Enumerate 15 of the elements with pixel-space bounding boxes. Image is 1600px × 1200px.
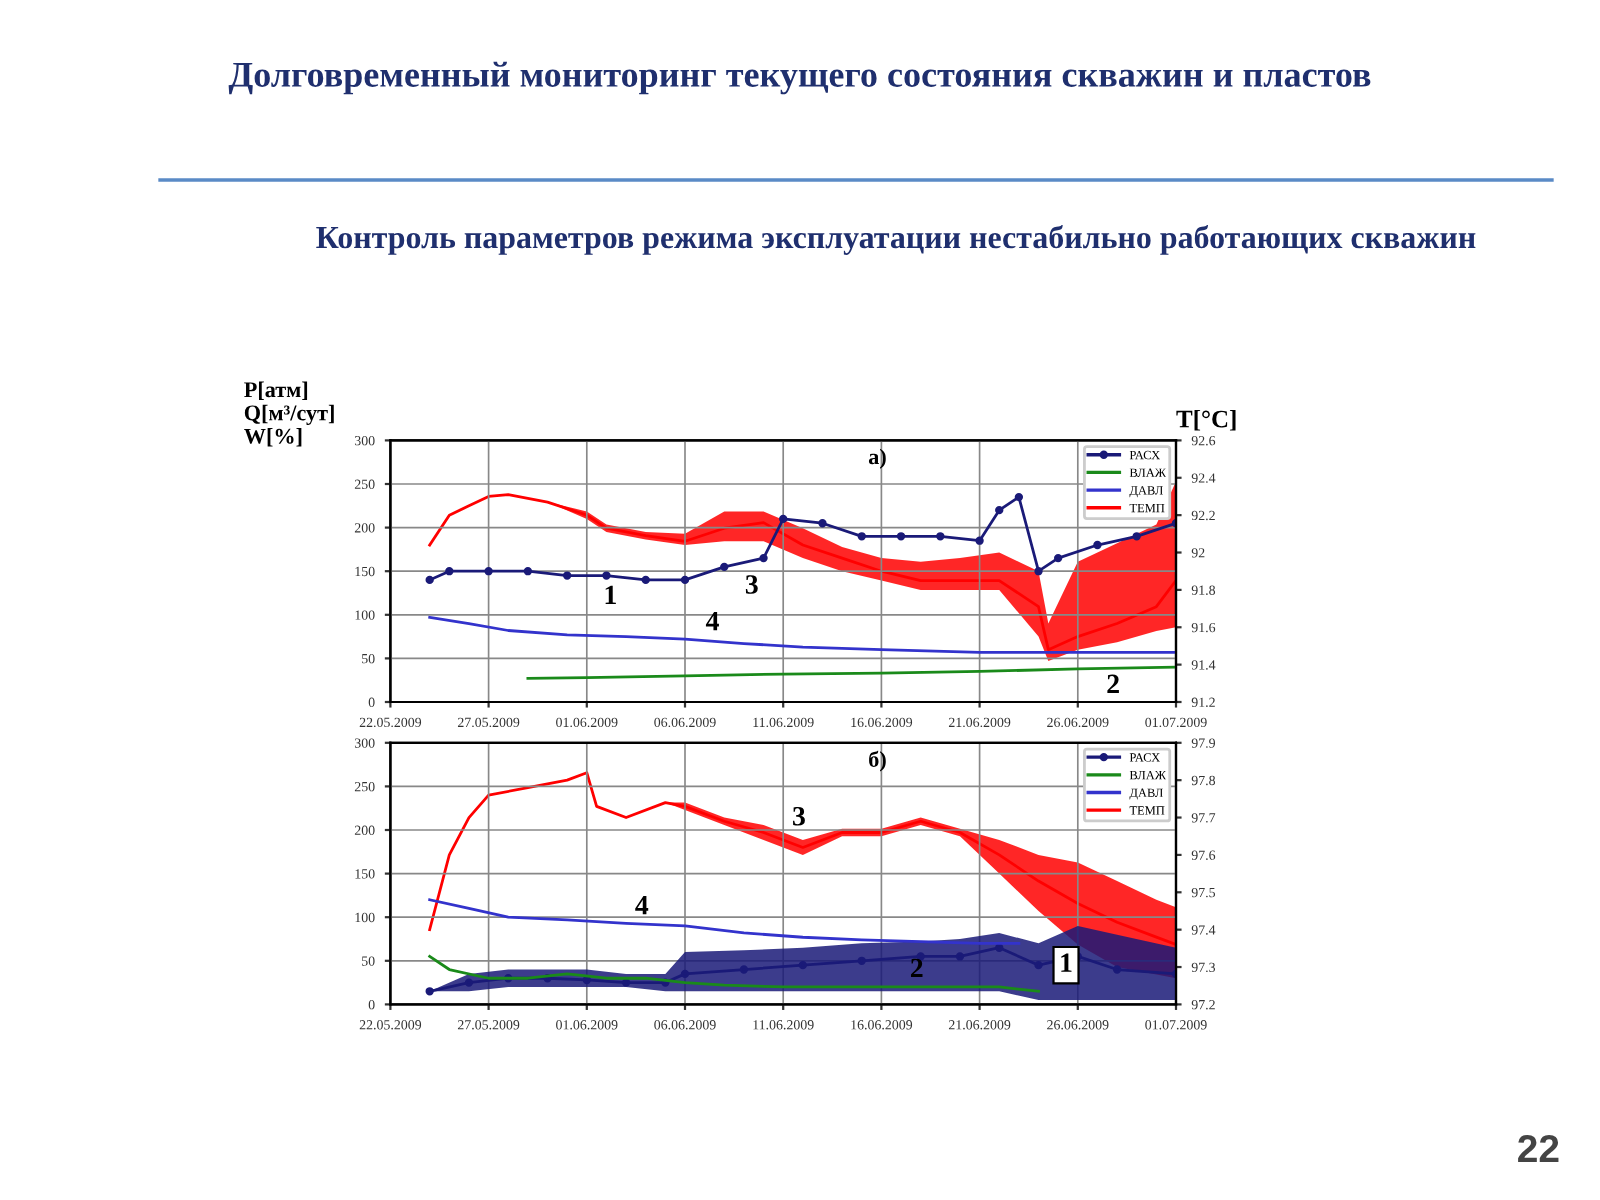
annotation: 2 — [1107, 674, 1119, 693]
annotation: 2 — [910, 958, 923, 978]
y2-axis-title: T[°C] — [1176, 409, 1236, 431]
y-axis-title: P[атм] Q[м³/сут] W[%] — [244, 381, 334, 447]
annotation: 4 — [635, 896, 649, 915]
annotation: а) — [868, 448, 886, 469]
annotation: 3 — [793, 806, 805, 826]
chart-title: Долговременный мониторинг текущего состояния скважин и пластов — [228, 61, 1371, 95]
text: 22 — [1518, 1134, 1559, 1163]
annotation: 3 — [745, 575, 758, 594]
chart-subtitle: Контроль параметров режима эксплуатации нестабильно работающих скважин — [316, 225, 1476, 255]
annotation: 1 — [1061, 953, 1072, 972]
annotation: 4 — [705, 611, 719, 631]
annotation: 1 — [605, 585, 616, 605]
annotation: б) — [869, 750, 886, 772]
